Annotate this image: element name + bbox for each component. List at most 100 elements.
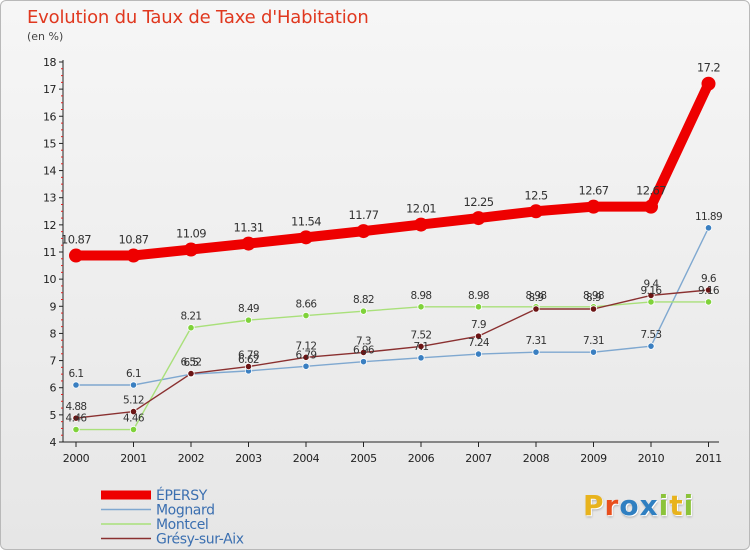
data-label: 8.66 — [296, 299, 318, 311]
marker-3 — [474, 332, 483, 340]
data-label: 12.67 — [636, 184, 666, 198]
data-label: 8.98 — [526, 290, 547, 302]
y-tick-label: 17 — [43, 83, 56, 96]
series-lines — [71, 78, 714, 431]
marker-3 — [244, 362, 253, 371]
marker-epersy — [356, 224, 371, 239]
y-tick-label: 7 — [50, 355, 57, 368]
x-tick-label: 2007 — [465, 452, 492, 465]
data-label: 6.1 — [69, 368, 84, 380]
y-tick-label: 9 — [50, 300, 57, 313]
marker-2 — [302, 311, 310, 320]
data-label: 8.21 — [181, 311, 202, 323]
data-label: 5.12 — [123, 395, 144, 407]
x-tick-label: 2005 — [350, 452, 377, 465]
data-labels: 6.1 6.1 6.5 6.62 6.79 6.96 7.1 7.24 7.31 7.31 7.53… — [61, 61, 723, 425]
marker-3 — [589, 305, 598, 313]
marker-1 — [474, 350, 483, 358]
marker-epersy — [241, 236, 256, 251]
data-label: 4.46 — [66, 413, 88, 425]
data-label: 8.98 — [468, 290, 489, 302]
data-label: 6.78 — [238, 350, 259, 362]
y-tick-label: 18 — [43, 56, 56, 69]
x-tick-label: 2006 — [408, 452, 435, 465]
data-label: 7.9 — [471, 319, 486, 331]
marker-2 — [187, 324, 195, 332]
y-tick-label: 15 — [43, 137, 56, 150]
logo-letter: r — [604, 489, 620, 522]
data-label: 8.9 — [529, 292, 544, 304]
legend-label: Grésy-sur-Aix — [156, 532, 244, 548]
data-label: 10.87 — [61, 233, 91, 247]
x-tick-label: 2011 — [695, 452, 721, 465]
marker-epersy — [414, 217, 428, 232]
data-label: 11.77 — [349, 208, 379, 222]
marker-3 — [302, 353, 310, 361]
x-tick-label: 2008 — [523, 452, 550, 465]
marker-epersy — [126, 248, 141, 263]
proxiti-logo: Proxiti — [583, 489, 694, 522]
y-tick-label: 14 — [43, 165, 56, 178]
marker-2 — [474, 303, 483, 311]
data-label: 6.62 — [238, 354, 259, 366]
marker-1 — [532, 348, 540, 356]
data-label: 7.12 — [296, 340, 317, 352]
y-tick-label: 6 — [50, 382, 57, 395]
marker-epersy — [644, 199, 658, 214]
data-label: 6.52 — [181, 357, 202, 369]
marker-1 — [704, 224, 713, 232]
marker-1 — [359, 358, 368, 366]
logo-letter: i — [658, 489, 670, 522]
series-line-1 — [75, 227, 710, 386]
data-label: 11.09 — [176, 227, 206, 241]
x-tick-label: 2010 — [638, 452, 665, 465]
y-tick-label: 11 — [43, 246, 56, 259]
marker-3 — [129, 407, 138, 416]
marker-epersy — [184, 242, 198, 257]
x-tick-label: 2003 — [235, 452, 262, 465]
x-tick-label: 2001 — [120, 452, 146, 465]
marker-3 — [359, 348, 368, 357]
data-label: 7.53 — [641, 329, 662, 341]
marker-2 — [129, 425, 138, 434]
data-label: 7.3 — [356, 335, 371, 347]
marker-2 — [72, 425, 80, 434]
data-label: 12.01 — [406, 202, 436, 216]
data-label: 8.9 — [586, 292, 601, 304]
series-markers — [69, 76, 716, 434]
data-label: 10.87 — [119, 233, 149, 247]
data-label: 17.2 — [697, 61, 720, 75]
data-label: 4.88 — [66, 401, 87, 413]
marker-2 — [359, 307, 368, 315]
series-line-3 — [75, 289, 710, 419]
marker-1 — [417, 354, 425, 362]
marker-3 — [417, 342, 425, 351]
y-tick-label: 10 — [43, 273, 56, 286]
marker-2 — [417, 303, 425, 311]
chart-title: Evolution du Taux de Taxe d'Habitation — [27, 7, 369, 28]
marker-2 — [704, 298, 713, 306]
data-label: 4.46 — [123, 413, 145, 425]
y-tick-label: 4 — [50, 436, 57, 449]
data-label: 9.16 — [698, 285, 720, 297]
data-label: 9.16 — [641, 285, 663, 297]
data-label: 7.52 — [411, 329, 432, 341]
data-label: 8.98 — [583, 290, 604, 302]
data-label: 8.49 — [238, 303, 259, 315]
data-label: 11.89 — [695, 211, 722, 223]
marker-3 — [72, 414, 80, 422]
marker-3 — [647, 291, 655, 300]
y-tick-label: 13 — [43, 192, 56, 205]
logo-letter: x — [639, 489, 659, 522]
data-label: 12.25 — [464, 195, 494, 209]
data-label: 12.67 — [579, 184, 609, 198]
series-line-0 — [71, 78, 714, 261]
data-label: 11.31 — [234, 221, 264, 235]
marker-3 — [532, 305, 540, 313]
legend-label: ÉPERSY — [156, 487, 208, 504]
marker-2 — [244, 316, 253, 324]
series-line-2 — [75, 301, 710, 431]
marker-3 — [187, 369, 195, 378]
